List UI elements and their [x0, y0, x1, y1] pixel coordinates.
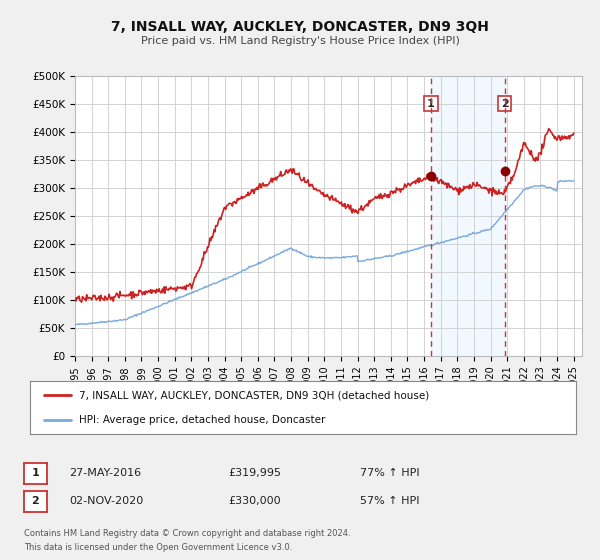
Text: 1: 1 [32, 468, 39, 478]
Text: Contains HM Land Registry data © Crown copyright and database right 2024.: Contains HM Land Registry data © Crown c… [24, 529, 350, 538]
Text: Price paid vs. HM Land Registry's House Price Index (HPI): Price paid vs. HM Land Registry's House … [140, 36, 460, 46]
Text: 77% ↑ HPI: 77% ↑ HPI [360, 468, 419, 478]
Text: HPI: Average price, detached house, Doncaster: HPI: Average price, detached house, Donc… [79, 414, 326, 424]
Text: £319,995: £319,995 [228, 468, 281, 478]
Text: 7, INSALL WAY, AUCKLEY, DONCASTER, DN9 3QH: 7, INSALL WAY, AUCKLEY, DONCASTER, DN9 3… [111, 20, 489, 34]
Text: This data is licensed under the Open Government Licence v3.0.: This data is licensed under the Open Gov… [24, 543, 292, 552]
Text: 02-NOV-2020: 02-NOV-2020 [69, 496, 143, 506]
Text: 2: 2 [500, 99, 508, 109]
Text: 7, INSALL WAY, AUCKLEY, DONCASTER, DN9 3QH (detached house): 7, INSALL WAY, AUCKLEY, DONCASTER, DN9 3… [79, 390, 430, 400]
Text: £330,000: £330,000 [228, 496, 281, 506]
Text: 1: 1 [427, 99, 435, 109]
Text: 57% ↑ HPI: 57% ↑ HPI [360, 496, 419, 506]
Text: 27-MAY-2016: 27-MAY-2016 [69, 468, 141, 478]
Text: 2: 2 [32, 496, 39, 506]
Bar [431, 76, 505, 356]
